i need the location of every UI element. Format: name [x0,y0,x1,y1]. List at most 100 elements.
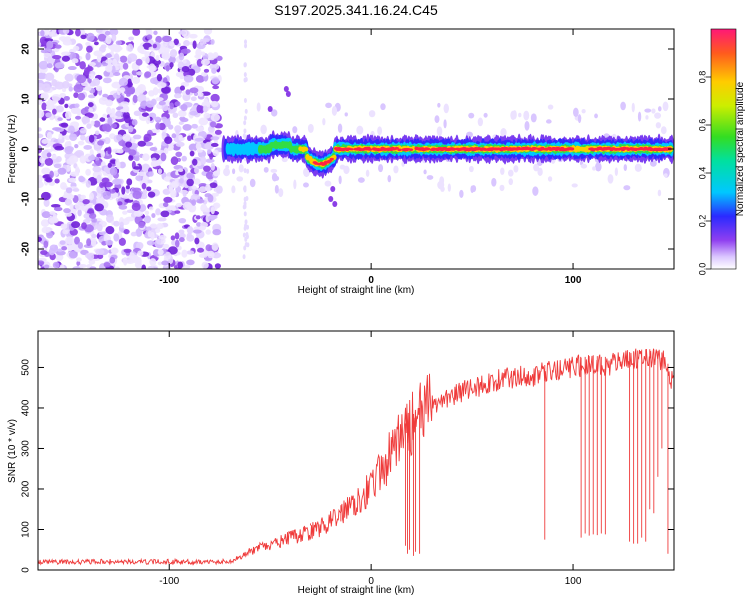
heatmap-noise-cell [107,117,113,126]
heatmap-noise-cell [140,193,148,200]
colorbar: 0.0 0.2 0.4 0.6 0.8 Normalized spectral ampl… [697,28,746,275]
heatmap-noise-cell [150,77,159,84]
heatmap-noise-cell [127,53,138,62]
heatmap-noise-cell [135,175,142,181]
heatmap-signal-halo [631,102,635,113]
snr-x-ticks: -100 0 100 [159,331,582,587]
heatmap-noise-cell [202,38,210,43]
heatmap-noise-cell [46,40,54,49]
colorbar-tick-label: 0.8 [697,71,707,84]
heatmap-noise-cell [103,261,111,268]
heatmap-signal-halo [623,164,628,171]
heatmap-noise-cell [186,178,194,187]
heatmap-noise-cell [112,46,123,51]
heatmap-noise-cell [102,93,109,98]
heatmap-signal-cell [303,147,309,152]
heatmap-noise-cell [156,223,164,230]
heatmap-noise-cell [54,81,65,90]
heatmap-noise-cell [128,36,135,41]
heatmap-noise-cell [117,201,123,206]
heatmap-noise-cell [162,188,171,195]
heatmap-noise-cell [144,56,150,64]
heatmap-noise-cell [201,261,209,269]
heatmap-noise-cell [156,82,167,89]
heatmap-noise-cell [175,71,184,78]
heatmap-noise-cell [165,65,170,72]
heatmap-signal-halo [470,185,474,193]
heatmap-noise-cell [243,186,247,192]
heatmap-noise-cell [178,237,185,243]
heatmap-noise-cell [207,125,215,133]
heatmap-signal-halo [278,188,284,198]
heatmap-noise-cell [41,167,51,175]
heatmap-noise-cell [145,226,152,232]
heatmap-signal-halo [322,118,326,126]
heatmap-noise-cell [157,217,167,222]
heatmap-noise-cell [211,242,219,251]
heatmap-noise-cell [59,93,67,99]
heatmap-noise-cell [145,100,155,108]
heatmap-noise-cell [182,190,187,198]
heatmap-noise-cell [132,29,141,36]
heatmap-noise-cell [44,72,55,81]
heatmap-noise-cell [88,94,96,99]
heatmap-noise-cell [181,155,187,162]
heatmap-noise-cell [158,100,166,106]
heatmap-noise-cell [112,58,118,67]
heatmap-signal-halo [357,177,365,183]
heatmap-noise-cell [119,55,128,63]
heatmap-signal-halo [645,115,649,120]
heatmap-signal-halo [387,175,392,183]
heatmap-signal-halo [657,106,662,112]
heatmap-noise-cell [147,265,154,269]
heatmap-noise-cell [182,201,193,211]
heatmap-x-tick-label: 100 [565,275,582,286]
heatmap-noise-cell [76,108,81,117]
heatmap-noise-cell [110,44,116,53]
heatmap-noise-cell [144,210,150,216]
heatmap-signal-cell [425,147,431,151]
heatmap-noise-cell [40,49,47,54]
heatmap-noise-cell [196,198,205,204]
heatmap-signal-halo [274,184,279,194]
heatmap-noise-cell [134,260,142,269]
snr-y-tick-label: 100 [21,521,32,538]
heatmap-noise-cell [68,250,78,259]
heatmap-noise-cell [98,96,109,105]
heatmap-noise-cell [93,50,103,57]
heatmap-noise-cell [137,250,144,257]
heatmap-noise-cell [86,112,94,119]
heatmap-signal-cell [349,148,354,151]
heatmap-noise-cell [175,202,183,208]
heatmap-noise-cell [54,178,60,184]
heatmap-noise-cell [212,228,222,236]
heatmap-noise-cell [245,231,249,237]
heatmap-noise-cell [186,226,194,235]
heatmap-marks [38,29,674,269]
heatmap-signal-halo [533,163,540,172]
heatmap-noise-cell [85,168,91,176]
heatmap-noise-cell [78,175,85,183]
heatmap-noise-cell [196,222,202,227]
heatmap-noise-cell [172,112,179,119]
heatmap-noise-cell [90,154,95,160]
heatmap-noise-cell [135,58,143,66]
heatmap-noise-cell [174,210,181,214]
heatmap-noise-cell [64,146,73,155]
heatmap-signal-halo [660,126,667,135]
heatmap-noise-cell [196,247,205,253]
heatmap-noise-cell [169,205,176,210]
heatmap-y-tick-label: 0 [21,146,32,152]
heatmap-noise-cell [116,148,124,154]
heatmap-noise-cell [178,217,187,224]
heatmap-signal-halo [477,117,484,127]
heatmap-y-tick-label: -20 [21,241,32,256]
heatmap-noise-cell [103,137,111,145]
heatmap-noise-cell [207,194,214,203]
heatmap-noise-cell [112,178,123,185]
heatmap-noise-cell [210,93,220,103]
heatmap-noise-cell [161,104,169,112]
heatmap-noise-cell [76,257,82,262]
heatmap-noise-cell [38,42,42,47]
heatmap-noise-cell [243,62,247,68]
